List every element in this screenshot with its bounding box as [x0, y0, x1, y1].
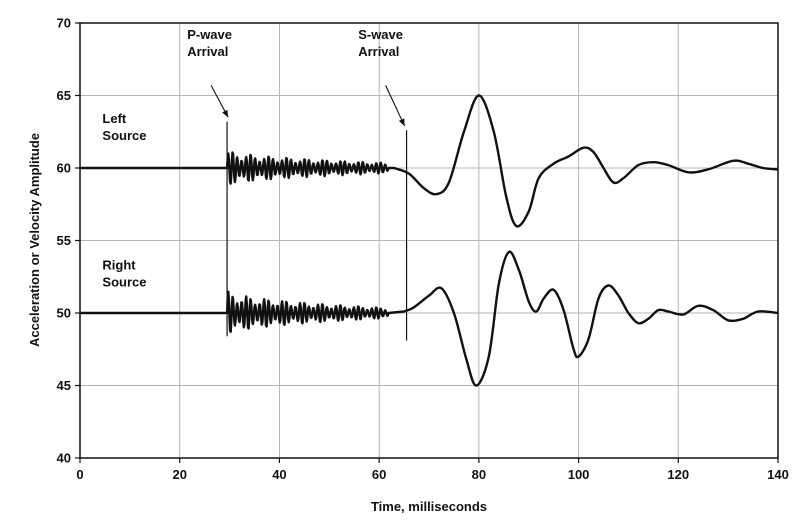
y-tick-label: 70: [57, 16, 71, 31]
annotations: P-wave Arrival S-wave Arrival Left Source Righ…: [102, 27, 406, 290]
y-tick-label: 65: [57, 88, 71, 103]
series-line-right-source: [80, 250, 779, 387]
x-tick-label: 80: [472, 467, 486, 482]
annotation-p-wave: P-wave Arrival: [187, 27, 232, 59]
x-tick-label: 120: [667, 467, 689, 482]
annotation-left-source: Left Source: [102, 111, 146, 143]
annotation-s-wave: S-wave Arrival: [358, 27, 403, 59]
x-tick-labels: 0 20 40 60 80 100 120 140: [76, 458, 789, 482]
x-tick-label: 140: [767, 467, 789, 482]
y-tick-label: 55: [57, 233, 71, 248]
y-axis-title: Acceleration or Velocity Amplitude: [27, 133, 42, 347]
x-tick-label: 0: [76, 467, 83, 482]
y-tick-label: 40: [57, 451, 71, 466]
x-tick-label: 40: [272, 467, 286, 482]
annotation-right-source: Right Source: [102, 258, 146, 290]
y-tick-label: 45: [57, 378, 71, 393]
x-tick-label: 60: [372, 467, 386, 482]
series-line-left-source: [80, 94, 779, 228]
series-group: [80, 94, 779, 387]
y-tick-label: 60: [57, 161, 71, 176]
y-tick-labels: 40 45 50 55 60 65 70: [57, 16, 80, 466]
annotation-arrow-s-wave: [385, 85, 406, 127]
x-tick-label: 100: [568, 467, 590, 482]
x-tick-label: 20: [172, 467, 186, 482]
y-tick-label: 50: [57, 306, 71, 321]
x-axis-title: Time, milliseconds: [371, 499, 487, 514]
annotation-arrow-p-wave: [210, 85, 229, 118]
